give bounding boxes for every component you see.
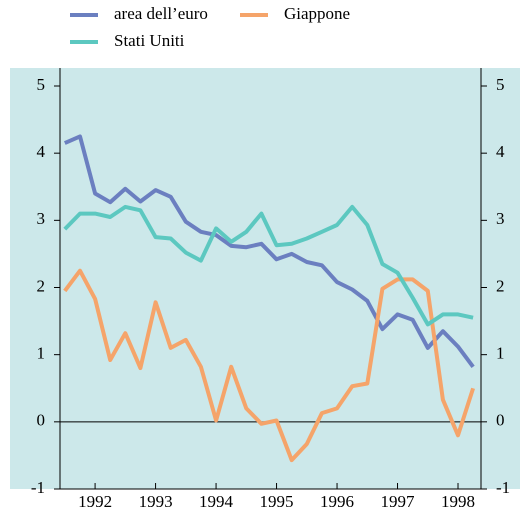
x-tick-label: 1994 [199, 492, 234, 511]
y-tick-label: 2 [37, 276, 46, 295]
series-line [63, 134, 475, 368]
x-tick-label: 1998 [441, 492, 475, 511]
y2-tick-label: 3 [496, 209, 505, 228]
legend-label: Stati Uniti [114, 31, 185, 50]
x-tick-label: 1996 [320, 492, 354, 511]
y-tick-label: 4 [37, 142, 46, 161]
y2-tick-label: 5 [496, 75, 505, 94]
y-tick-label: 5 [37, 75, 46, 94]
x-tick-label: 1997 [381, 492, 416, 511]
y2-tick-label: 1 [496, 344, 505, 363]
series-line [63, 268, 476, 463]
legend-label: area dell’euro [114, 4, 208, 23]
x-tick-label: 1992 [78, 492, 112, 511]
y-tick-label: 1 [37, 344, 46, 363]
plot-background [10, 68, 520, 489]
y2-tick-label: -1 [496, 478, 510, 497]
y-tick-label: -1 [31, 478, 45, 497]
y-tick-label: 3 [37, 209, 46, 228]
y2-tick-label: 0 [496, 411, 505, 430]
legend-label: Giappone [284, 4, 350, 23]
y-tick-label: 0 [37, 411, 46, 430]
y2-tick-label: 4 [496, 142, 505, 161]
x-tick-label: 1993 [139, 492, 173, 511]
series-line [63, 204, 474, 327]
y2-tick-label: 2 [496, 276, 505, 295]
x-tick-label: 1995 [260, 492, 294, 511]
